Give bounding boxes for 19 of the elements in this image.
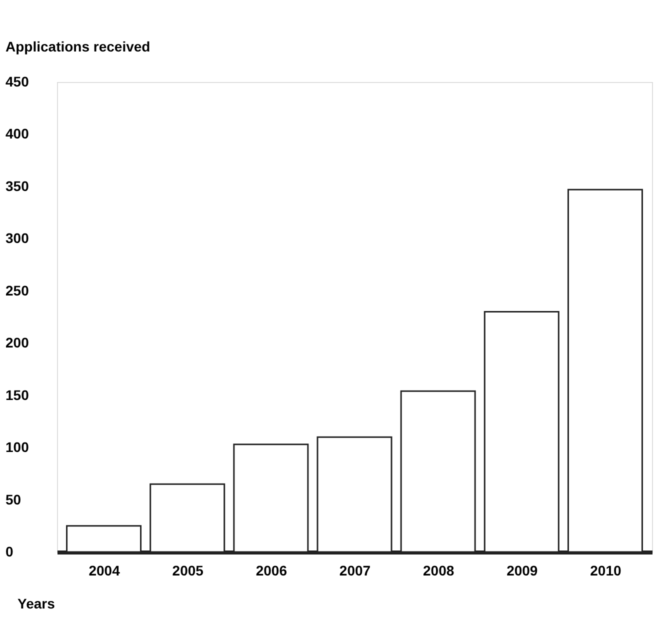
y-tick-label: 50 <box>6 491 22 508</box>
x-tick-label: 2009 <box>506 562 538 578</box>
y-tick-label: 150 <box>6 386 30 403</box>
x-tick-label: 2004 <box>88 562 120 578</box>
x-axis-title: Years <box>18 596 56 612</box>
y-axis-title: Applications received <box>6 38 150 54</box>
y-tick-label: 200 <box>6 334 30 351</box>
y-tick-label: 250 <box>6 282 30 298</box>
y-tick-label: 100 <box>6 439 30 456</box>
y-tick-label: 400 <box>6 126 30 142</box>
x-tick-label: 2007 <box>339 562 371 578</box>
y-tick-label: 300 <box>6 230 30 246</box>
x-tick-label: 2006 <box>256 562 288 578</box>
y-tick-label: 450 <box>6 74 30 90</box>
y-tick-label: 350 <box>6 178 30 194</box>
x-tick-label: 2008 <box>422 562 454 578</box>
x-tick-label: 2005 <box>172 562 204 578</box>
x-tick-label: 2010 <box>590 562 622 578</box>
y-tick-label: 0 <box>6 544 14 560</box>
